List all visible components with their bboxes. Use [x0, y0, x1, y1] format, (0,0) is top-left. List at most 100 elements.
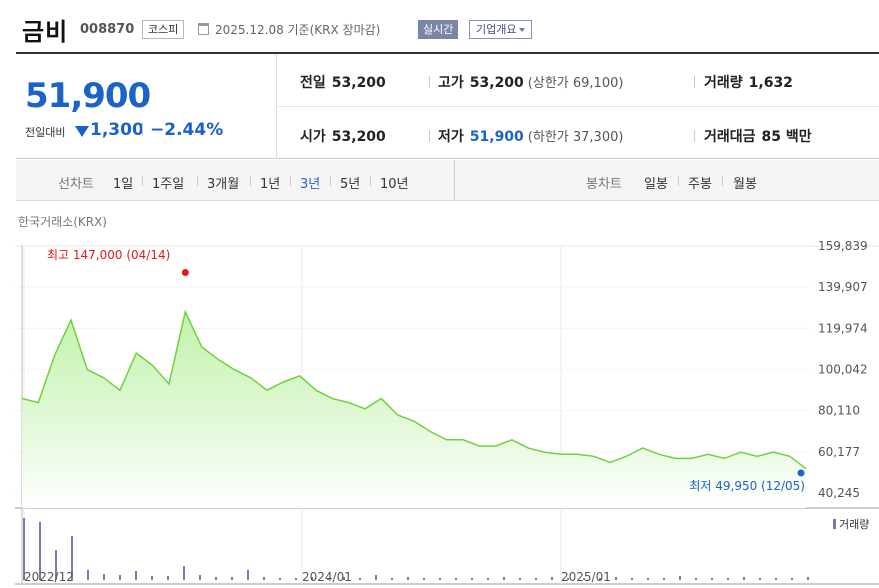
- volume-bar: [119, 575, 121, 580]
- volume-bar: [759, 578, 761, 580]
- volume-bar: [199, 575, 201, 580]
- stock-header: 금비 008870 코스피 2025.12.08 기준(KRX 장마감) 실시간…: [0, 0, 879, 52]
- volume-bar: [631, 578, 633, 580]
- stat-amount: 거래대금 85 백만: [704, 126, 812, 146]
- stat-label: 거래대금: [704, 129, 756, 145]
- stat-value: 1,632: [748, 75, 793, 91]
- stat-label: 전일: [300, 75, 326, 91]
- tab-weekly[interactable]: 주봉: [688, 177, 712, 192]
- divider: [694, 76, 695, 88]
- divider: [678, 176, 679, 186]
- divider: [290, 176, 291, 186]
- calendar-icon: [198, 23, 209, 35]
- y-axis: 159,839 139,907 119,974 100,042 80,110 60,177…: [818, 239, 868, 500]
- y-tick-label: 40,245: [818, 486, 860, 500]
- volume-bar: [487, 578, 489, 580]
- stat-low: 저가 51,900 (하한가 37,300): [438, 126, 623, 146]
- volume-bar: [391, 578, 393, 580]
- divider: [250, 176, 251, 186]
- lower-limit: (하한가 37,300): [527, 130, 624, 145]
- volume-bar: [423, 578, 425, 580]
- volume-bar: [311, 577, 313, 580]
- chart-period-tabs: 선차트 1일 1주일 3개월 1년 3년 5년 10년 봉차트 일봉 주봉 월봉: [16, 160, 879, 201]
- y-tick-label: 159,839: [818, 239, 868, 253]
- y-tick-label: 60,177: [818, 445, 860, 459]
- stat-value: 51,900: [469, 129, 524, 145]
- volume-bar: [647, 578, 649, 580]
- x-tick-label: 2025/01: [561, 570, 611, 584]
- divider: [330, 176, 331, 186]
- divider: [429, 130, 430, 142]
- volume-bar: [551, 577, 553, 580]
- volume-bar: [327, 578, 329, 580]
- tab-1d[interactable]: 1일: [113, 177, 134, 192]
- volume-bar: [247, 570, 249, 580]
- stats-row-divider: [278, 54, 879, 107]
- stat-high: 고가 53,200 (상한가 69,100): [438, 72, 623, 92]
- x-tick-label: 2024/01: [302, 570, 352, 584]
- stat-volume: 거래량 1,632: [704, 72, 793, 92]
- volume-bar: [455, 578, 457, 580]
- max-point: [181, 269, 189, 277]
- tab-1y[interactable]: 1년: [260, 177, 281, 192]
- divider: [454, 160, 455, 200]
- volume-legend: 거래량: [833, 516, 869, 532]
- volume-bar: [23, 518, 25, 580]
- annotations: 최고 147,000 (04/14) 최저 49,950 (12/05): [47, 248, 805, 493]
- volume-bar: [183, 566, 185, 580]
- y-tick-label: 119,974: [818, 321, 868, 335]
- company-overview-dropdown[interactable]: 기업개요: [469, 20, 533, 39]
- stat-label: 저가: [438, 129, 464, 145]
- volume-bar: [439, 578, 441, 580]
- tab-10y[interactable]: 10년: [380, 177, 409, 192]
- volume-bar: [167, 576, 169, 580]
- tab-5y[interactable]: 5년: [340, 177, 361, 192]
- line-chart-label: 선차트: [58, 177, 94, 192]
- realtime-button[interactable]: 실시간: [418, 20, 459, 39]
- upper-limit: (상한가 69,100): [527, 76, 624, 91]
- volume-bar: [471, 578, 473, 580]
- stat-label: 거래량: [704, 75, 743, 91]
- price-chart[interactable]: 159,839 139,907 119,974 100,042 80,110 60,177…: [0, 230, 879, 588]
- chart-title: 한국거래소(KRX): [18, 215, 107, 229]
- min-annotation: 최저 49,950 (12/05): [689, 479, 805, 493]
- stat-value: 53,200: [331, 75, 386, 91]
- reference-date: 2025.12.08 기준(KRX 장마감): [215, 23, 381, 37]
- chevron-down-icon: [519, 28, 526, 32]
- divider: [694, 130, 695, 142]
- company-overview-label: 기업개요: [476, 23, 517, 36]
- change-value: 1,300: [90, 120, 144, 140]
- price-line: [21, 309, 807, 470]
- y-tick-label: 139,907: [818, 280, 868, 294]
- volume-bar: [135, 571, 137, 580]
- tab-3m[interactable]: 3개월: [207, 177, 240, 192]
- tab-monthly[interactable]: 월봉: [733, 177, 757, 192]
- volume-bar: [375, 575, 377, 580]
- volume-bar: [599, 578, 601, 580]
- volume-bar: [263, 577, 265, 580]
- divider: [722, 176, 723, 186]
- price-series: [21, 309, 807, 508]
- stat-value: 85 백만: [761, 129, 812, 145]
- tab-3y[interactable]: 3년: [300, 177, 321, 192]
- divider: [429, 76, 430, 88]
- legend-swatch: [833, 519, 836, 529]
- volume-bar: [663, 578, 665, 580]
- volume-bar: [615, 577, 617, 580]
- stat-value: 53,200: [331, 129, 386, 145]
- volume-bar: [567, 578, 569, 580]
- divider: [142, 176, 143, 186]
- volume-bar: [807, 577, 809, 580]
- volume-bar: [727, 578, 729, 580]
- candle-chart-label: 봉차트: [586, 177, 622, 192]
- y-tick-label: 100,042: [818, 363, 868, 377]
- tab-1w[interactable]: 1주일: [152, 177, 185, 192]
- price-summary: 51,900 전일대비 1,300 −2.44% 전일 53,200 고가 53,2…: [16, 52, 879, 159]
- volume-legend-label: 거래량: [839, 518, 870, 531]
- volume-bar: [679, 576, 681, 580]
- tab-daily[interactable]: 일봉: [644, 177, 668, 192]
- volume-bar: [519, 578, 521, 580]
- volume-bar: [231, 577, 233, 580]
- volume-bar: [791, 578, 793, 580]
- volume-bar: [535, 578, 537, 580]
